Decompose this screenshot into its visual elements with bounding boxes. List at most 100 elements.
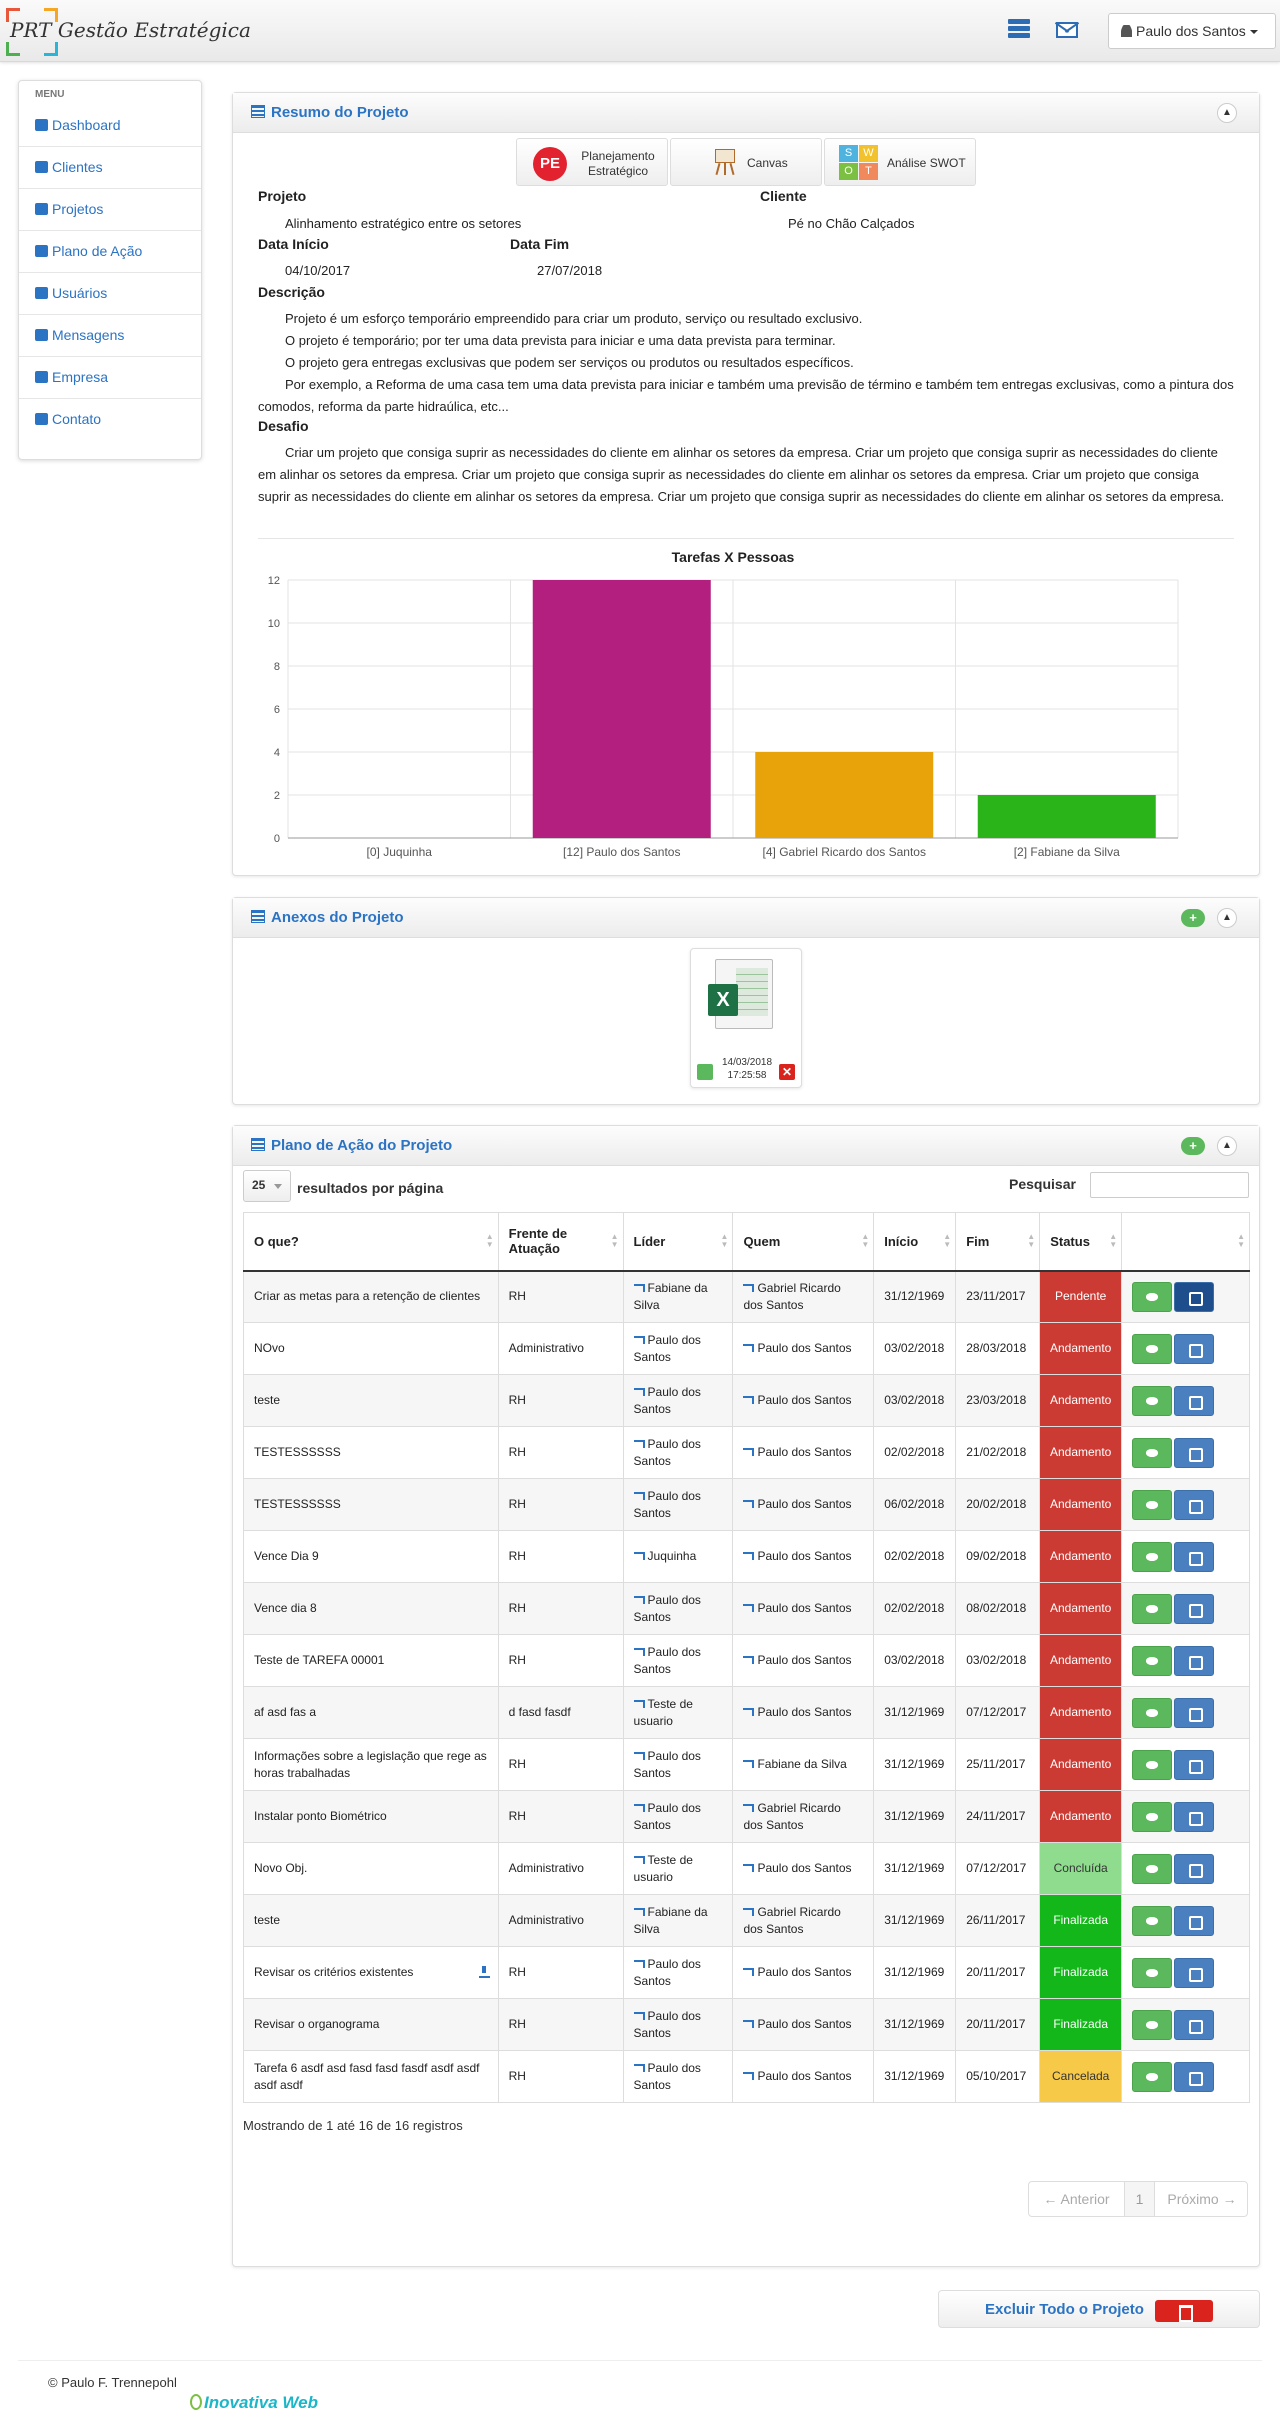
user-link-icon (743, 1283, 755, 1292)
view-button[interactable] (1132, 1593, 1173, 1624)
status-badge: Andamento (1039, 1582, 1123, 1635)
edit-button[interactable] (1174, 1697, 1215, 1728)
lider-cell: Fabiane da Silva (622, 1270, 734, 1323)
column-header[interactable]: Fim ▲ ▼ (955, 1212, 1041, 1272)
view-button[interactable] (1132, 1385, 1173, 1416)
column-header[interactable]: Líder ▲ ▼ (622, 1212, 734, 1272)
view-button[interactable] (1132, 1957, 1173, 1988)
view-button[interactable] (1132, 2061, 1173, 2092)
column-header[interactable]: ▲ ▼ (1121, 1212, 1250, 1272)
edit-button[interactable] (1174, 1385, 1215, 1416)
actions-cell (1121, 1478, 1250, 1531)
server-icon[interactable] (1008, 19, 1030, 39)
envelope-icon[interactable] (1056, 22, 1078, 38)
actions-cell (1121, 1842, 1250, 1895)
search-input[interactable] (1090, 1172, 1249, 1198)
page-size-select[interactable]: 25 (243, 1170, 291, 1202)
app-title[interactable]: PRT Gestão Estratégica (10, 18, 251, 42)
sidebar-item-clientes[interactable]: Clientes (19, 147, 201, 189)
view-button[interactable] (1132, 1801, 1173, 1832)
view-button[interactable] (1132, 1489, 1173, 1520)
panel-header: Resumo do Projeto ▲ (233, 93, 1259, 133)
sidebar-item-mensagens[interactable]: Mensagens (19, 315, 201, 357)
user-link-icon (743, 1864, 755, 1872)
edit-button[interactable] (1174, 2009, 1215, 2040)
edit-button[interactable] (1174, 1957, 1215, 1988)
previous-page-button[interactable]: ← Anterior (1029, 2182, 1125, 2216)
inicio-cell: 03/02/2018 (873, 1374, 957, 1427)
user-link-icon (743, 1448, 755, 1456)
view-button[interactable] (1132, 1437, 1173, 1468)
user-menu-button[interactable]: Paulo dos Santos (1108, 13, 1276, 49)
next-page-button[interactable]: Próximo → (1167, 2191, 1237, 2207)
column-header[interactable]: O que? ▲ ▼ (243, 1212, 499, 1272)
lider-cell: Fabiane da Silva (622, 1894, 734, 1947)
delete-project-button[interactable]: Excluir Todo o Projeto (938, 2290, 1260, 2328)
edit-button[interactable] (1174, 1281, 1215, 1312)
view-button[interactable] (1132, 2009, 1173, 2040)
edit-button[interactable] (1174, 1541, 1215, 1572)
edit-button[interactable] (1174, 1801, 1215, 1832)
edit-button[interactable] (1174, 1437, 1215, 1468)
view-button[interactable] (1132, 1697, 1173, 1728)
column-header[interactable]: Status ▲ ▼ (1039, 1212, 1123, 1272)
edit-button[interactable] (1174, 1593, 1215, 1624)
brand-logo[interactable]: Inovativa Web (190, 2393, 318, 2413)
actions-cell (1121, 1270, 1250, 1323)
edit-button[interactable] (1174, 1489, 1215, 1520)
view-button[interactable] (1132, 1645, 1173, 1676)
column-header[interactable]: Frente de Atuação ▲ ▼ (497, 1212, 624, 1272)
tool-label: Planejamento Estratégico (581, 149, 655, 178)
data-inicio-value: 04/10/2017 (285, 263, 351, 278)
user-link-icon (633, 2063, 645, 2072)
sidebar-item-plano-de-a-o[interactable]: Plano de Ação (19, 231, 201, 273)
user-link-icon (743, 1344, 755, 1352)
add-attachment-button[interactable]: + (1181, 909, 1205, 927)
view-button[interactable] (1132, 1905, 1173, 1936)
app-logo[interactable] (6, 8, 58, 56)
edit-button[interactable] (1174, 1905, 1215, 1936)
view-button[interactable] (1132, 1853, 1173, 1884)
sidebar-item-dashboard[interactable]: Dashboard (19, 105, 201, 147)
inicio-cell: 31/12/1969 (873, 1946, 957, 1999)
analise-swot-button[interactable]: S W O T Análise SWOT (824, 138, 976, 186)
view-button[interactable] (1132, 1281, 1173, 1312)
lider-cell: Paulo dos Santos (622, 1946, 734, 1999)
attachment-card[interactable]: X 14/03/2018 17:25:58 ✕ (690, 948, 802, 1088)
actions-cell (1121, 1374, 1250, 1427)
download-icon[interactable] (697, 1064, 713, 1080)
table-info: Mostrando de 1 até 16 de 16 registros (243, 2118, 463, 2133)
lider-cell: Juquinha (622, 1530, 734, 1583)
view-button[interactable] (1132, 1333, 1173, 1364)
y-tick-label: 10 (268, 618, 280, 630)
view-button[interactable] (1132, 1749, 1173, 1780)
user-link-icon (743, 1500, 755, 1508)
collapse-button[interactable]: ▲ (1217, 1136, 1237, 1156)
sidebar-item-empresa[interactable]: Empresa (19, 357, 201, 399)
edit-button[interactable] (1174, 1645, 1215, 1676)
download-icon[interactable] (478, 1966, 490, 1978)
edit-button[interactable] (1174, 1749, 1215, 1780)
page-1-button[interactable]: 1 (1125, 2182, 1155, 2216)
user-link-icon (633, 1959, 645, 1968)
sidebar-item-usu-rios[interactable]: Usuários (19, 273, 201, 315)
user-link-icon (633, 1595, 645, 1604)
collapse-button[interactable]: ▲ (1217, 908, 1237, 928)
edit-button[interactable] (1174, 2061, 1215, 2092)
column-header[interactable]: Quem ▲ ▼ (732, 1212, 875, 1272)
fim-cell: 20/02/2018 (955, 1478, 1041, 1531)
add-action-button[interactable]: + (1181, 1137, 1205, 1155)
view-button[interactable] (1132, 1541, 1173, 1572)
edit-button[interactable] (1174, 1333, 1215, 1364)
collapse-button[interactable]: ▲ (1217, 103, 1237, 123)
inicio-cell: 02/02/2018 (873, 1426, 957, 1479)
inicio-cell: 31/12/1969 (873, 1894, 957, 1947)
sidebar-item-projetos[interactable]: Projetos (19, 189, 201, 231)
sidebar-item-contato[interactable]: Contato (19, 399, 201, 441)
delete-attachment-icon[interactable]: ✕ (779, 1064, 795, 1080)
planejamento-estrategico-button[interactable]: PE Planejamento Estratégico (516, 138, 668, 186)
projeto-value: Alinhamento estratégico entre os setores (285, 216, 522, 231)
column-header[interactable]: Início ▲ ▼ (873, 1212, 957, 1272)
canvas-button[interactable]: Canvas (670, 138, 822, 186)
edit-button[interactable] (1174, 1853, 1215, 1884)
